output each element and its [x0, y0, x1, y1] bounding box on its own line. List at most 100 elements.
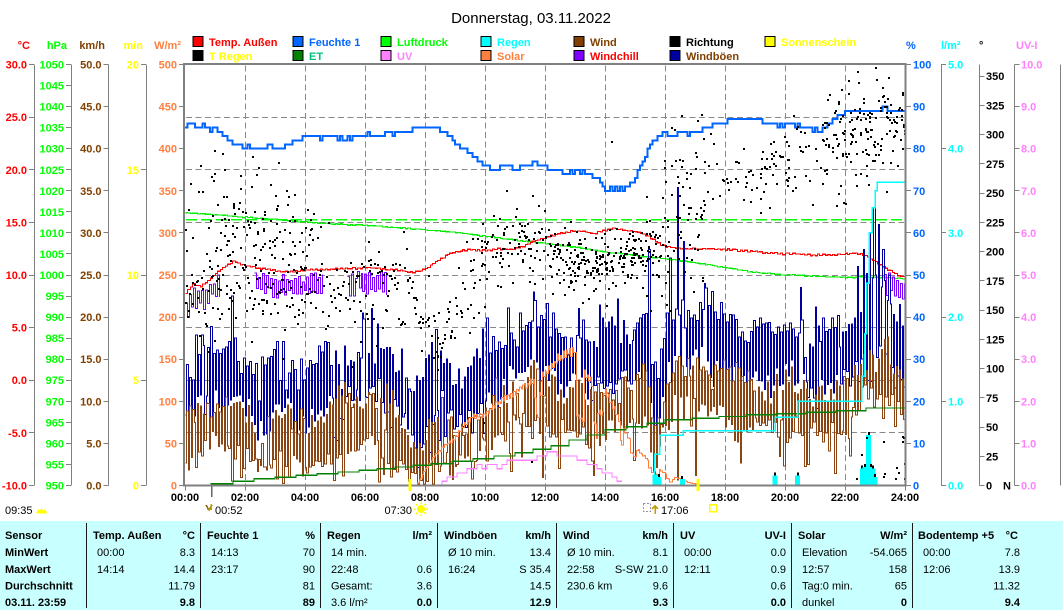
svg-text:990: 990	[46, 312, 64, 324]
svg-text:Feuchte 1: Feuchte 1	[309, 37, 360, 49]
svg-text:14 min.: 14 min.	[331, 547, 367, 559]
svg-text:25.0: 25.0	[6, 112, 27, 124]
svg-text:300: 300	[159, 228, 177, 240]
svg-text:15.0: 15.0	[6, 217, 27, 229]
svg-text:500: 500	[159, 60, 177, 72]
svg-text:90: 90	[303, 564, 315, 576]
svg-text:T Regen: T Regen	[209, 51, 253, 63]
svg-text:04:00: 04:00	[291, 492, 319, 504]
svg-text:1030: 1030	[40, 144, 64, 156]
svg-text:0: 0	[901, 597, 907, 609]
svg-text:45.0: 45.0	[80, 102, 101, 114]
svg-text:60: 60	[913, 228, 925, 240]
svg-text:%: %	[906, 40, 916, 52]
svg-text:150: 150	[986, 305, 1004, 317]
svg-text:10.0: 10.0	[6, 270, 27, 282]
svg-text:5.0: 5.0	[1021, 270, 1036, 282]
svg-text:1045: 1045	[40, 81, 64, 93]
svg-text:15: 15	[127, 165, 139, 177]
svg-text:S-SW 21.0: S-SW 21.0	[615, 564, 668, 576]
svg-text:3.0: 3.0	[1021, 354, 1036, 366]
svg-text:12:00: 12:00	[531, 492, 559, 504]
svg-text:12:57: 12:57	[802, 564, 830, 576]
svg-text:22:58: 22:58	[567, 564, 595, 576]
svg-text:7.0: 7.0	[1021, 186, 1036, 198]
svg-text:450: 450	[159, 102, 177, 114]
svg-text:03.11. 23:59: 03.11. 23:59	[5, 597, 66, 609]
svg-text:3.6 l/m²: 3.6 l/m²	[331, 597, 368, 609]
svg-text:ET: ET	[309, 51, 323, 63]
svg-text:l/m²: l/m²	[412, 530, 432, 542]
svg-text:1025: 1025	[40, 165, 64, 177]
svg-text:250: 250	[986, 188, 1004, 200]
svg-text:5.0: 5.0	[12, 323, 27, 335]
svg-text:02:00: 02:00	[231, 492, 259, 504]
svg-text:5.0: 5.0	[86, 438, 101, 450]
svg-text:W/m²: W/m²	[154, 40, 181, 52]
svg-text:23:17: 23:17	[211, 564, 239, 576]
svg-text:°C: °C	[183, 530, 195, 542]
svg-text:UV: UV	[397, 51, 413, 63]
svg-text:dunkel: dunkel	[802, 597, 834, 609]
svg-text:15.0: 15.0	[80, 354, 101, 366]
svg-text:08:00: 08:00	[411, 492, 439, 504]
svg-text:S 35.4: S 35.4	[519, 564, 551, 576]
svg-text:Windchill: Windchill	[590, 51, 639, 63]
svg-text:50: 50	[913, 270, 925, 282]
svg-text:350: 350	[159, 186, 177, 198]
svg-text:9.8: 9.8	[180, 597, 195, 609]
svg-text:UV-I: UV-I	[765, 530, 786, 542]
svg-text:5: 5	[133, 375, 139, 387]
svg-text:955: 955	[46, 459, 64, 471]
svg-text:Sensor: Sensor	[5, 530, 43, 542]
svg-text:350: 350	[986, 71, 1004, 83]
svg-text:9.0: 9.0	[1021, 102, 1036, 114]
svg-text:35.0: 35.0	[80, 186, 101, 198]
svg-text:50: 50	[986, 422, 998, 434]
svg-text:14.4: 14.4	[174, 564, 195, 576]
svg-text:17:06: 17:06	[661, 505, 689, 517]
svg-text:30.0: 30.0	[6, 60, 27, 72]
svg-text:0.6: 0.6	[417, 564, 432, 576]
svg-text:Wind: Wind	[563, 530, 590, 542]
svg-text:1020: 1020	[40, 186, 64, 198]
svg-text:1.0: 1.0	[1021, 438, 1036, 450]
svg-text:13.9: 13.9	[999, 564, 1020, 576]
svg-text:km/h: km/h	[525, 530, 551, 542]
svg-text:8.1: 8.1	[653, 547, 668, 559]
svg-text:10: 10	[913, 438, 925, 450]
svg-text:Durchschnitt: Durchschnitt	[5, 581, 73, 593]
svg-text:5.0: 5.0	[948, 60, 963, 72]
svg-text:400: 400	[159, 144, 177, 156]
svg-text:12.9: 12.9	[530, 597, 551, 609]
svg-text:0.0: 0.0	[948, 481, 963, 493]
svg-text:Temp. Außen: Temp. Außen	[209, 37, 278, 49]
svg-text:0.0: 0.0	[417, 597, 432, 609]
svg-text:km/h: km/h	[642, 530, 668, 542]
svg-text:1015: 1015	[40, 207, 64, 219]
svg-text:W/m²: W/m²	[880, 530, 907, 542]
svg-text:20.0: 20.0	[6, 165, 27, 177]
svg-text:Ø 10 min.: Ø 10 min.	[567, 547, 615, 559]
svg-text:Solar: Solar	[497, 51, 525, 63]
svg-text:-10.0: -10.0	[2, 481, 27, 493]
svg-text:Windböen: Windböen	[686, 51, 739, 63]
svg-text:Sonnenschein: Sonnenschein	[781, 37, 856, 49]
svg-text:hPa: hPa	[47, 40, 68, 52]
svg-text:950: 950	[46, 481, 64, 493]
svg-text:275: 275	[986, 159, 1004, 171]
svg-text:985: 985	[46, 333, 64, 345]
svg-text:11.32: 11.32	[993, 581, 1020, 593]
svg-text:14:14: 14:14	[97, 564, 125, 576]
svg-text:Elevation: Elevation	[802, 547, 847, 559]
svg-text:16:00: 16:00	[651, 492, 679, 504]
svg-text:20: 20	[127, 60, 139, 72]
svg-text:min: min	[123, 40, 143, 52]
svg-text:0: 0	[171, 481, 177, 493]
svg-text:00:00: 00:00	[171, 492, 199, 504]
svg-text:158: 158	[889, 564, 907, 576]
svg-text:70: 70	[913, 186, 925, 198]
svg-text:Solar: Solar	[798, 530, 826, 542]
svg-text:75: 75	[986, 393, 998, 405]
svg-text:Bodentemp +5: Bodentemp +5	[918, 530, 994, 542]
